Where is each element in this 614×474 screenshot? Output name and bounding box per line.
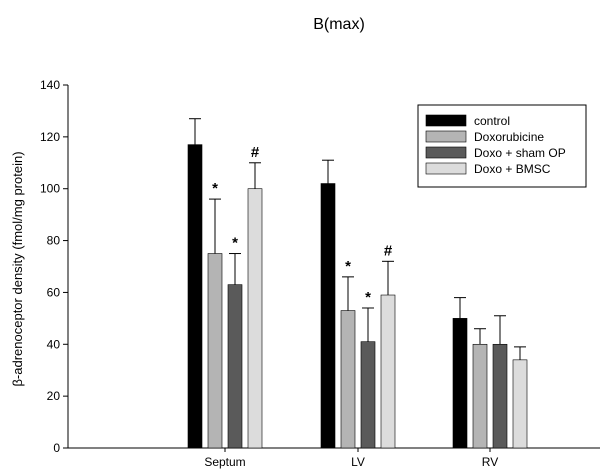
legend-label: Doxorubicine [474,130,544,144]
y-tick-label: 80 [47,234,61,248]
significance-mark: # [251,144,260,161]
bar [453,318,467,448]
y-tick-label: 20 [47,389,61,403]
y-tick-label: 40 [47,337,61,351]
legend-swatch [426,131,466,142]
bar [361,342,375,448]
bar [321,184,335,448]
y-tick-label: 140 [40,78,60,92]
bar [188,145,202,448]
x-tick-label-rv: RV [482,455,498,469]
bar [381,295,395,448]
significance-mark: * [345,258,351,275]
bar [473,344,487,448]
bar [208,254,222,448]
bar [513,360,527,448]
significance-mark: * [212,180,218,197]
legend-label: control [474,114,510,128]
legend: control Doxorubicine Doxo + sham OP Doxo + … [418,105,586,187]
significance-mark: * [232,235,238,252]
bar [228,285,242,448]
y-tick-label: 100 [40,182,60,196]
legend-label: Doxo + BMSC [474,162,551,176]
bar [341,311,355,448]
x-tick-label-septum: Septum [204,455,245,469]
bar [493,344,507,448]
y-tick-label: 60 [47,285,61,299]
x-tick-label-lv: LV [351,455,365,469]
legend-swatch [426,115,466,126]
y-axis-title: β-adrenoceptor density (fmol/mg protein) [10,151,25,386]
legend-label: Doxo + sham OP [474,146,566,160]
legend-swatch [426,147,466,158]
significance-mark: # [384,242,393,259]
y-tick-label: 0 [53,441,60,455]
significance-mark: * [365,289,371,306]
legend-swatch [426,163,466,174]
y-tick-label: 120 [40,130,60,144]
bar [248,189,262,448]
chart-title: B(max) [313,16,365,33]
